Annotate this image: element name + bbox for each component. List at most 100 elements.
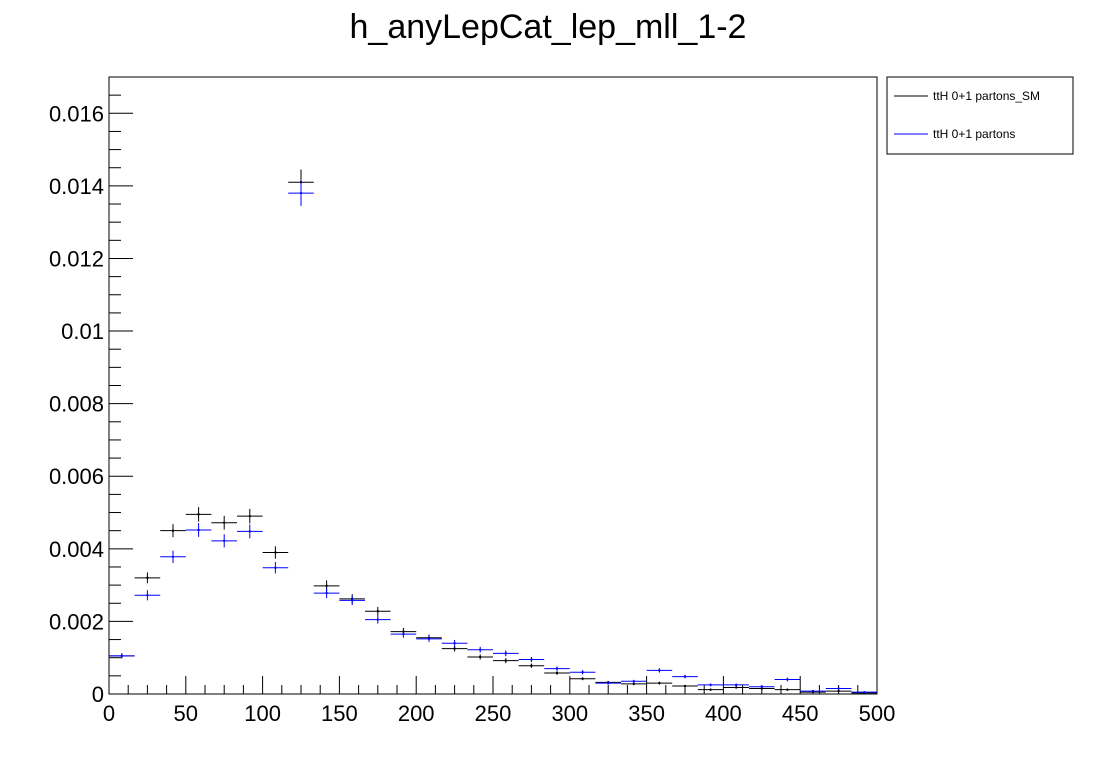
- point-marker: [863, 690, 866, 694]
- data-point: [723, 683, 749, 687]
- data-point: [800, 689, 826, 693]
- point-marker: [504, 659, 507, 662]
- point-marker: [632, 680, 636, 683]
- data-point: [621, 682, 647, 686]
- point-marker: [248, 530, 252, 533]
- data-point: [825, 687, 852, 690]
- point-marker: [120, 654, 123, 658]
- point-marker: [811, 689, 815, 693]
- plot-frame: [108, 76, 878, 695]
- point-marker: [376, 618, 379, 621]
- legend: ttH 0+1 partons_SM ttH 0+1 partons: [886, 76, 1074, 155]
- point-marker: [709, 688, 712, 691]
- y-tick-label: 0.002: [49, 609, 104, 634]
- data-point: [390, 630, 417, 638]
- y-axis: 0 0.002 0.004 0.006 0.008 0.01 0.012 0.014 0.016: [49, 76, 133, 707]
- point-marker: [581, 677, 584, 680]
- point-marker: [427, 637, 431, 641]
- data-point: [211, 515, 238, 530]
- point-marker: [299, 191, 303, 195]
- point-marker: [479, 648, 482, 651]
- y-tick-label: 0.012: [49, 246, 104, 271]
- y-tick-label: 0.016: [49, 101, 104, 126]
- series-0: [108, 169, 878, 695]
- y-tick-label: 0.014: [49, 174, 104, 199]
- legend-label-bsm: ttH 0+1 partons: [933, 127, 1015, 141]
- data-point: [748, 685, 775, 688]
- data-point: [467, 654, 494, 660]
- data-point: [697, 688, 724, 691]
- data-point: [723, 686, 749, 689]
- data-point: [851, 690, 878, 694]
- point-marker: [171, 529, 175, 532]
- x-tick-label: 250: [475, 701, 512, 726]
- point-marker: [197, 528, 200, 532]
- y-tick-label: 0: [92, 682, 104, 707]
- y-tick-label: 0.004: [49, 537, 104, 562]
- point-marker: [274, 551, 277, 554]
- point-marker: [376, 610, 379, 613]
- series-1: [108, 180, 878, 694]
- point-marker: [197, 513, 200, 516]
- data-point: [134, 590, 161, 601]
- point-marker: [504, 652, 507, 655]
- data-point: [185, 507, 212, 522]
- point-marker: [607, 681, 610, 685]
- point-marker: [786, 688, 789, 691]
- x-tick-label: 300: [551, 701, 588, 726]
- data-point: [313, 588, 340, 599]
- point-marker: [146, 576, 149, 580]
- x-tick-label: 350: [628, 701, 665, 726]
- x-tick-label: 200: [398, 701, 435, 726]
- x-axis: 0 50 100 150 200 250 300 350 400 450 500: [103, 676, 895, 726]
- data-point: [825, 689, 852, 693]
- data-point: [467, 646, 494, 653]
- data-point: [518, 663, 545, 668]
- x-tick-label: 0: [103, 701, 115, 726]
- data-point: [672, 674, 698, 679]
- data-point: [621, 679, 647, 683]
- legend-label-sm: ttH 0+1 partons_SM: [933, 89, 1040, 103]
- point-marker: [786, 678, 789, 681]
- point-marker: [453, 641, 456, 645]
- data-point: [364, 615, 391, 624]
- point-marker: [274, 566, 277, 569]
- point-marker: [837, 687, 840, 690]
- point-marker: [530, 658, 533, 661]
- data-point: [672, 684, 698, 688]
- data-point: [364, 606, 391, 616]
- point-marker: [350, 599, 354, 602]
- point-marker: [581, 671, 584, 674]
- data-point: [544, 666, 570, 671]
- point-marker: [709, 683, 712, 687]
- point-marker: [760, 687, 763, 690]
- x-tick-label: 50: [174, 701, 198, 726]
- y-tick-label: 0.008: [49, 392, 104, 417]
- data-point: [774, 677, 801, 682]
- data-point: [416, 635, 442, 643]
- point-marker: [658, 669, 661, 672]
- point-marker: [555, 671, 559, 675]
- data-point: [288, 180, 314, 206]
- point-marker: [223, 539, 226, 543]
- x-tick-label: 500: [859, 701, 896, 726]
- point-marker: [760, 685, 763, 688]
- data-point: [697, 683, 724, 687]
- data-point: [262, 561, 289, 574]
- data-point: [339, 595, 365, 606]
- data-point: [774, 688, 801, 691]
- data-point: [569, 670, 596, 675]
- point-marker: [479, 655, 482, 659]
- data-point: [185, 523, 212, 537]
- point-marker: [683, 684, 687, 688]
- point-marker: [555, 667, 559, 670]
- x-tick-label: 150: [321, 701, 358, 726]
- data-point: [569, 677, 596, 681]
- data-point: [544, 671, 570, 675]
- point-marker: [658, 681, 661, 685]
- data-point: [646, 668, 673, 673]
- chart-title: h_anyLepCat_lep_mll_1-2: [350, 8, 747, 46]
- data-point: [237, 524, 263, 539]
- data-point: [492, 650, 519, 657]
- data-point: [160, 550, 186, 563]
